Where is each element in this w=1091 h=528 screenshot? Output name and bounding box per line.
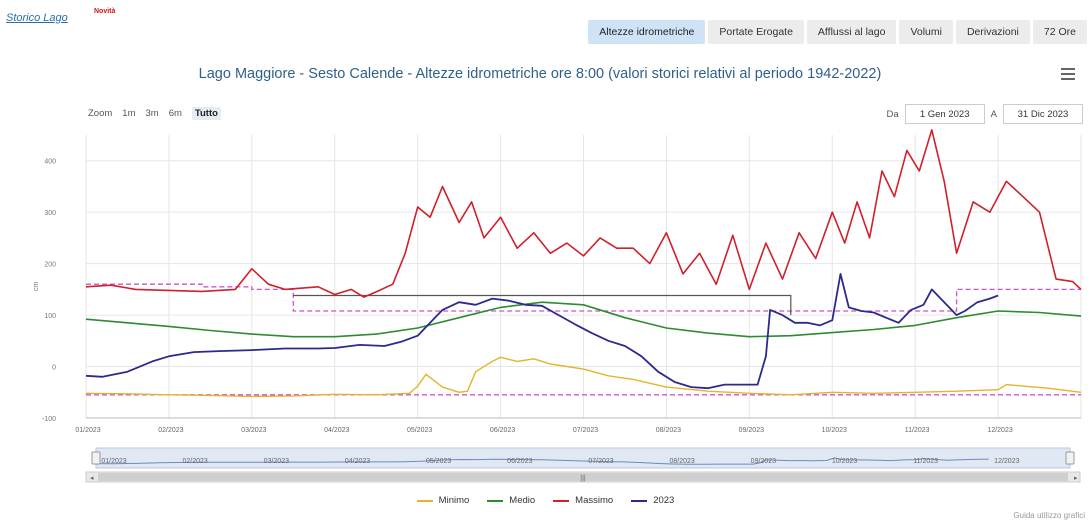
zoom-3m-button[interactable]: 3m xyxy=(145,108,159,119)
legend-item-2023[interactable]: 2023 xyxy=(631,495,674,506)
tab-portate-erogate[interactable]: Portate Erogate xyxy=(708,20,804,44)
legend-swatch-massimo xyxy=(553,499,570,502)
y-tick-label: 100 xyxy=(44,313,56,320)
x-tick-label: 12/2023 xyxy=(987,427,1012,434)
y-tick-label: 200 xyxy=(44,262,56,269)
x-tick-label: 09/2023 xyxy=(739,427,764,434)
navigator-handle-right[interactable] xyxy=(1065,451,1075,465)
navigator-scrollbar-thumb[interactable] xyxy=(98,473,1068,481)
legend-item-massimo[interactable]: Massimo xyxy=(553,495,613,506)
legend-swatch-minimo xyxy=(416,499,433,502)
navigator-tick-label: 04/2023 xyxy=(345,458,370,465)
scroll-right-arrow-icon[interactable]: ▸ xyxy=(1074,475,1078,482)
tab-altezze-idrometriche[interactable]: Altezze idrometriche xyxy=(588,20,706,44)
zoom-1m-button[interactable]: 1m xyxy=(122,108,136,119)
flat-reference-line xyxy=(293,294,792,316)
tab-volumi[interactable]: Volumi xyxy=(899,20,953,44)
storico-lago-link[interactable]: Storico Lago xyxy=(6,12,68,24)
range-from-label: Da xyxy=(886,108,899,120)
navigator-tick-label: 03/2023 xyxy=(264,458,289,465)
zoom-label: Zoom xyxy=(88,108,113,119)
date-range-selector: Da 1 Gen 2023 A 31 Dic 2023 xyxy=(886,104,1083,124)
y-tick-label: 400 xyxy=(44,159,56,166)
legend-label-massimo: Massimo xyxy=(575,495,614,506)
x-tick-label: 04/2023 xyxy=(324,427,349,434)
legend-label-medio: Medio xyxy=(509,495,536,506)
x-tick-label: 02/2023 xyxy=(158,427,183,434)
legend-label-minimo: Minimo xyxy=(438,495,470,506)
navigator-tick-label: 09/2023 xyxy=(751,458,776,465)
legend-item-medio[interactable]: Medio xyxy=(487,495,535,506)
tab-derivazioni[interactable]: Derivazioni xyxy=(955,20,1030,44)
x-tick-label: 10/2023 xyxy=(822,427,847,434)
navigator-tick-label: 01/2023 xyxy=(101,458,126,465)
zoom-selector: Zoom 1m 3m 6m Tutto xyxy=(88,107,221,120)
scrollbar-grip-icon: ||| xyxy=(580,475,586,482)
legend-swatch-2023 xyxy=(631,499,648,502)
legend-swatch-medio xyxy=(487,499,504,502)
y-tick-label: 0 xyxy=(52,365,56,372)
dashed-reference-upper-line xyxy=(86,283,1081,312)
range-to-label: A xyxy=(990,108,997,120)
navigator-tick-label: 07/2023 xyxy=(588,458,613,465)
hamburger-menu-icon[interactable] xyxy=(1061,68,1075,80)
navigator-tick-label: 11/2023 xyxy=(913,458,938,465)
navigator-tick-label: 02/2023 xyxy=(183,458,208,465)
legend-item-minimo[interactable]: Minimo xyxy=(416,495,470,506)
series-line-2023 xyxy=(85,273,999,390)
scroll-left-arrow-icon[interactable]: ◂ xyxy=(90,475,94,482)
x-tick-label: 03/2023 xyxy=(241,427,266,434)
series-line-minimo xyxy=(85,356,1082,398)
navigator-tick-label: 10/2023 xyxy=(832,458,857,465)
range-to-input[interactable]: 31 Dic 2023 xyxy=(1003,104,1083,124)
guide-link[interactable]: Guida utilizzo grafici xyxy=(1013,511,1085,520)
x-tick-label: 06/2023 xyxy=(490,427,515,434)
navigator-tick-label: 12/2023 xyxy=(994,458,1019,465)
x-tick-label: 05/2023 xyxy=(407,427,432,434)
x-tick-label: 07/2023 xyxy=(573,427,598,434)
x-tick-label: 01/2023 xyxy=(75,427,100,434)
top-bar: Storico Lago Novità Altezze idrometriche… xyxy=(0,0,1091,44)
navigator-series-line xyxy=(95,457,989,465)
tab-afflussi-al-lago[interactable]: Afflussi al lago xyxy=(806,20,897,44)
tab-72-ore[interactable]: 72 Ore xyxy=(1032,20,1087,44)
legend-label-2023: 2023 xyxy=(653,495,675,506)
series-line-medio xyxy=(85,301,1082,338)
zoom-6m-button[interactable]: 6m xyxy=(168,108,182,119)
tab-bar: Altezze idrometriche Portate Erogate Aff… xyxy=(588,20,1087,44)
y-axis-label: cm xyxy=(33,282,40,292)
navigator-tick-label: 08/2023 xyxy=(670,458,695,465)
zoom-tutto-button[interactable]: Tutto xyxy=(191,107,221,120)
series-line-massimo xyxy=(85,129,1082,298)
x-tick-label: 08/2023 xyxy=(656,427,681,434)
y-tick-label: -100 xyxy=(42,416,56,423)
navigator-tick-label: 05/2023 xyxy=(426,458,451,465)
x-tick-label: 11/2023 xyxy=(905,427,930,434)
range-from-input[interactable]: 1 Gen 2023 xyxy=(904,104,985,124)
navigator-handle-left[interactable] xyxy=(91,451,101,465)
y-tick-label: 300 xyxy=(44,210,56,217)
chart-title: Lago Maggiore - Sesto Calende - Altezze … xyxy=(198,66,882,82)
novita-badge: Novità xyxy=(94,8,116,15)
navigator-tick-label: 06/2023 xyxy=(507,458,532,465)
chart-legend: Minimo Medio Massimo 2023 xyxy=(0,495,1091,506)
